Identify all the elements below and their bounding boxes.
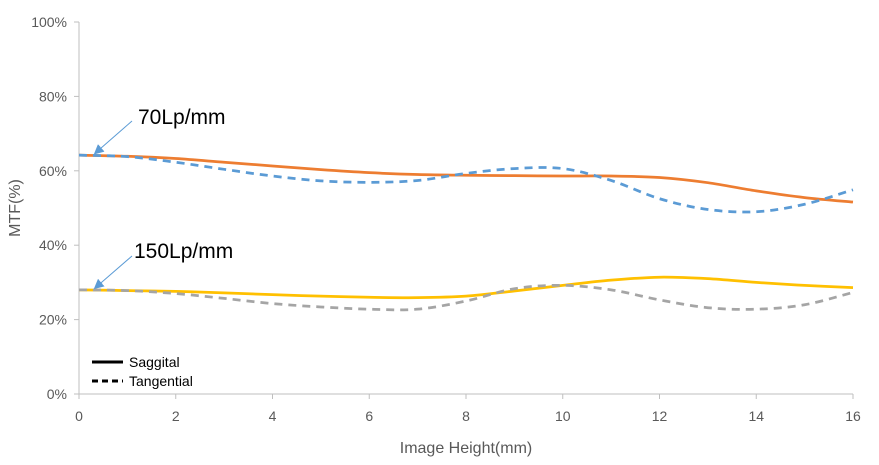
series-line-3 — [78, 283, 854, 312]
annotation-label: 70Lp/mm — [138, 106, 226, 129]
x-tick-label: 14 — [748, 408, 764, 424]
x-tick-label: 16 — [845, 408, 861, 424]
axes-layer: 0 2 4 6 8 10 12 14 16 0% 20% 40% 60% 80% 100% Image Hei… — [7, 14, 861, 457]
annotation-arrow — [93, 255, 133, 290]
x-tick-label: 8 — [462, 408, 470, 424]
legend: Saggital Tangential — [92, 354, 193, 389]
y-tick-label: 20% — [39, 312, 67, 328]
y-tick-label: 60% — [39, 163, 67, 179]
series-layer — [78, 153, 854, 312]
x-axis-title: Image Height(mm) — [400, 440, 532, 457]
annotation-layer: 70Lp/mm 150Lp/mm — [93, 106, 233, 290]
y-tick-label: 100% — [31, 14, 67, 30]
series-line-0 — [78, 153, 854, 204]
y-tick-label: 40% — [39, 237, 67, 253]
y-tick-label: 80% — [39, 88, 67, 104]
x-tick-label: 2 — [172, 408, 180, 424]
x-tick-label: 10 — [555, 408, 571, 424]
legend-label: Tangential — [129, 373, 193, 389]
y-tick-label: 0% — [47, 386, 67, 402]
x-tick-label: 6 — [365, 408, 373, 424]
x-tick-label: 0 — [75, 408, 83, 424]
y-axis-title: MTF(%) — [7, 179, 24, 237]
series-line-2 — [78, 275, 854, 300]
x-tick-label: 12 — [652, 408, 668, 424]
series-line-1 — [78, 153, 854, 214]
x-tick-label: 4 — [269, 408, 277, 424]
legend-label: Saggital — [129, 354, 180, 370]
annotation-label: 150Lp/mm — [134, 240, 233, 263]
annotation-arrow — [93, 120, 133, 155]
